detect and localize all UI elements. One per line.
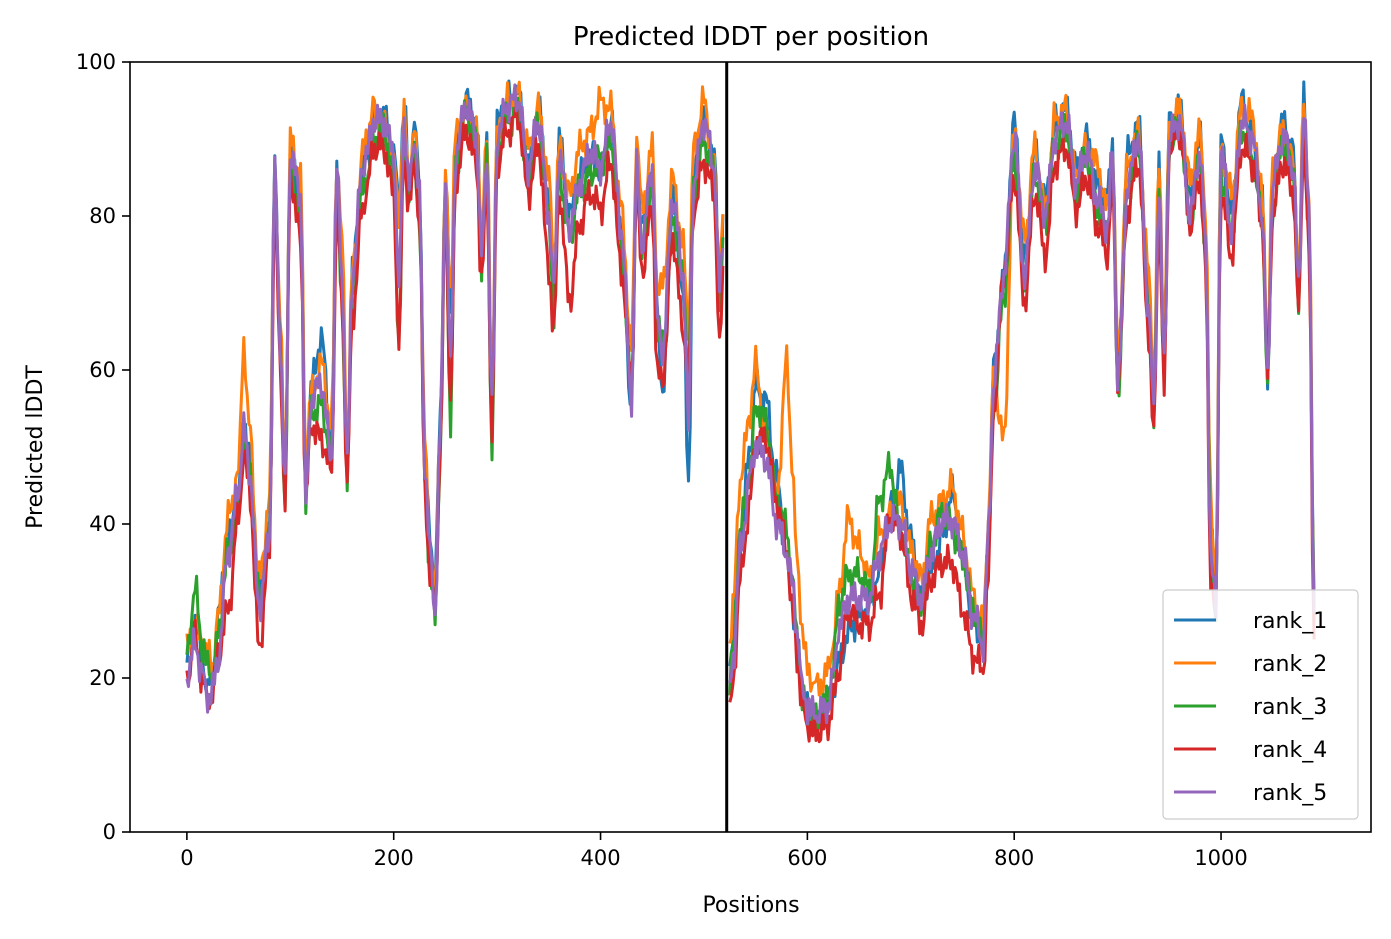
x-tick-label: 1000 (1194, 846, 1247, 870)
y-tick-label: 60 (89, 358, 116, 382)
series-line-rank_2 (185, 80, 1316, 697)
legend: rank_1 rank_2 rank_3 rank_4 rank_5 (1162, 589, 1359, 820)
x-tick-label: 400 (580, 846, 620, 870)
plot-frame (129, 61, 1372, 833)
x-tick-label: 800 (994, 846, 1034, 870)
series-layer (185, 79, 1316, 744)
y-axis: 0 20 40 60 80 100 (76, 50, 130, 844)
legend-label-rank_3: rank_3 (1253, 695, 1327, 720)
legend-label-rank_5: rank_5 (1253, 781, 1327, 806)
x-axis-title: Positions (702, 893, 799, 918)
chart-title: Predicted lDDT per position (573, 22, 929, 52)
y-tick-label: 20 (89, 666, 116, 690)
y-tick-label: 40 (89, 512, 116, 536)
legend-label-rank_1: rank_1 (1253, 609, 1327, 634)
y-axis-title: Predicted lDDT (23, 365, 48, 529)
y-tick-label: 100 (76, 50, 116, 74)
legend-label-rank_4: rank_4 (1253, 738, 1327, 763)
legend-label-rank_2: rank_2 (1253, 652, 1327, 677)
x-tick-label: 0 (180, 846, 193, 870)
legend-box (1162, 589, 1359, 820)
y-tick-label: 80 (89, 204, 116, 228)
x-tick-label: 200 (374, 846, 414, 870)
x-axis: 0 200 400 600 800 1000 (180, 832, 1248, 870)
x-tick-label: 600 (787, 846, 827, 870)
y-tick-label: 0 (103, 820, 116, 844)
